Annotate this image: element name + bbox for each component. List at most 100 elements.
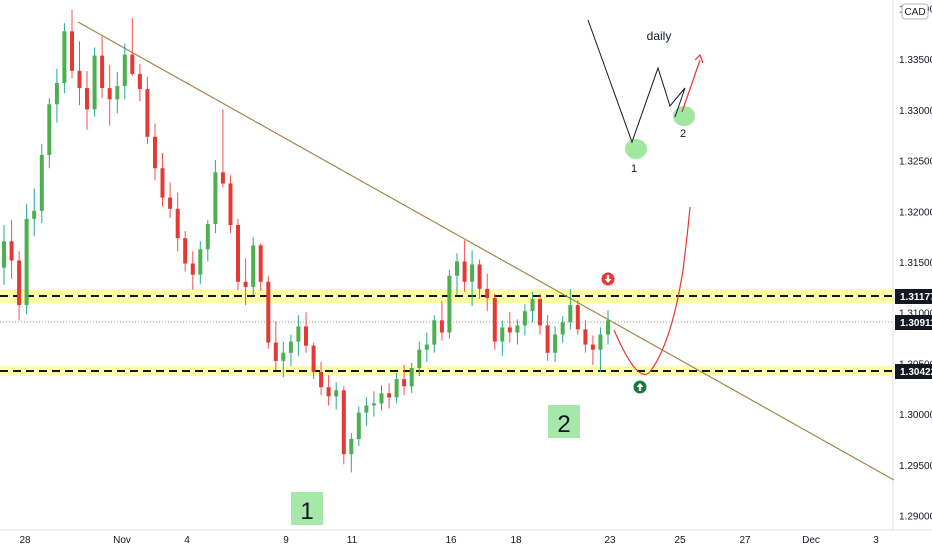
candle-body xyxy=(236,225,240,282)
candle-body xyxy=(598,334,603,350)
candle-body xyxy=(24,218,29,306)
currency-badge[interactable]: CAD xyxy=(901,3,929,20)
candles xyxy=(2,10,610,473)
inset-title: daily xyxy=(647,29,672,43)
candle-body xyxy=(432,320,437,345)
time-tick-label: 4 xyxy=(184,535,190,546)
candle-body xyxy=(220,172,225,184)
candle-body xyxy=(568,305,573,323)
candle-body xyxy=(583,329,588,345)
candle-body xyxy=(32,210,37,219)
candle-body xyxy=(538,299,542,326)
candle-body xyxy=(522,311,527,326)
candle-body xyxy=(485,288,490,298)
price-tick-label: 1.31000 xyxy=(899,309,932,320)
candle-body xyxy=(145,89,150,137)
candle-body xyxy=(575,305,580,330)
candle-body xyxy=(371,403,376,406)
candle-body xyxy=(9,241,14,261)
price-tick-label: 1.33500 xyxy=(899,55,932,66)
daily-inset: daily 1 2 xyxy=(587,19,704,175)
candle-body xyxy=(160,168,165,198)
candle-body xyxy=(334,390,339,397)
candle-body xyxy=(258,245,263,282)
time-tick-label: Nov xyxy=(113,535,131,546)
inset-point-1-marker xyxy=(625,139,647,159)
wave-label-2: 2 xyxy=(548,405,580,438)
candle-body xyxy=(402,379,407,387)
candle-body xyxy=(341,390,346,455)
time-tick-label: 11 xyxy=(347,535,358,546)
candle-body xyxy=(92,55,97,110)
candle-body xyxy=(530,299,535,312)
candle-body xyxy=(394,379,399,398)
time-tick-label: 16 xyxy=(445,535,457,546)
time-tick-label: 28 xyxy=(19,535,31,546)
currency-badge-text: CAD xyxy=(904,7,925,18)
wave-label-1-text: 1 xyxy=(300,498,313,525)
candle-body xyxy=(439,320,444,333)
support-price-tag-text: 1.30422 xyxy=(900,367,932,378)
inset-path xyxy=(587,19,686,144)
time-tick-label: 25 xyxy=(674,535,686,546)
candle-body xyxy=(326,387,331,397)
candle-body xyxy=(213,172,218,224)
candle-body xyxy=(47,104,52,155)
candle-body xyxy=(54,83,59,105)
inset-point-2-marker xyxy=(673,106,695,126)
inset-projection xyxy=(681,59,701,113)
candle-body xyxy=(77,70,82,89)
time-tick-label: 3 xyxy=(873,535,879,546)
price-tick-label: 1.29500 xyxy=(899,461,932,472)
candle-body xyxy=(130,54,135,74)
support-price-tag: 1.30422 xyxy=(895,364,932,379)
candle-body xyxy=(205,224,210,250)
inset-label-2: 2 xyxy=(680,128,686,140)
resistance-price-tag-text: 1.31177 xyxy=(900,292,932,303)
candle-body xyxy=(311,345,316,372)
time-axis[interactable]: 28 Nov 4 9 11 16 18 23 25 27 Dec 3 xyxy=(19,535,879,546)
candle-body xyxy=(273,342,278,361)
candle-body xyxy=(507,327,512,333)
candle-body xyxy=(364,405,369,413)
down-arrow-icon xyxy=(601,272,615,286)
candle-body xyxy=(62,31,67,83)
price-tick-label: 1.32500 xyxy=(899,157,932,168)
time-tick-label: Dec xyxy=(802,535,820,546)
price-tick-label: 1.30000 xyxy=(899,410,932,421)
wave-label-1: 1 xyxy=(291,492,323,525)
candle-body xyxy=(424,344,429,350)
candle-body xyxy=(304,326,308,346)
price-tick-label: 1.31500 xyxy=(899,258,932,269)
candle-body xyxy=(356,412,361,439)
candle-body xyxy=(288,341,293,353)
candle-body xyxy=(100,55,105,88)
price-tick-label: 1.33000 xyxy=(899,106,932,117)
candle-body xyxy=(349,438,354,455)
candle-body xyxy=(455,261,459,276)
time-tick-label: 18 xyxy=(510,535,522,546)
candle-body xyxy=(281,352,286,361)
inset-projection-arrow-icon xyxy=(694,53,704,64)
candle-body xyxy=(409,368,414,387)
candle-body xyxy=(175,208,180,239)
price-tick-label: 1.29000 xyxy=(899,512,932,523)
candle-body xyxy=(492,298,497,342)
candle-body xyxy=(470,264,475,282)
price-tick-label: 1.32000 xyxy=(899,207,932,218)
candle-body xyxy=(183,238,188,264)
candle-body xyxy=(85,88,89,110)
candle-body xyxy=(379,393,384,404)
candle-body xyxy=(107,88,112,100)
candle-body xyxy=(115,86,120,100)
candle-body xyxy=(153,136,157,169)
up-arrow-icon xyxy=(633,380,647,394)
projection-curve xyxy=(613,206,691,375)
candle-body xyxy=(447,275,452,333)
candle-body xyxy=(553,334,558,353)
candle-body xyxy=(545,325,550,353)
price-axis[interactable]: 1.290001.295001.300001.305001.310001.315… xyxy=(899,5,932,523)
candle-body xyxy=(462,261,467,282)
